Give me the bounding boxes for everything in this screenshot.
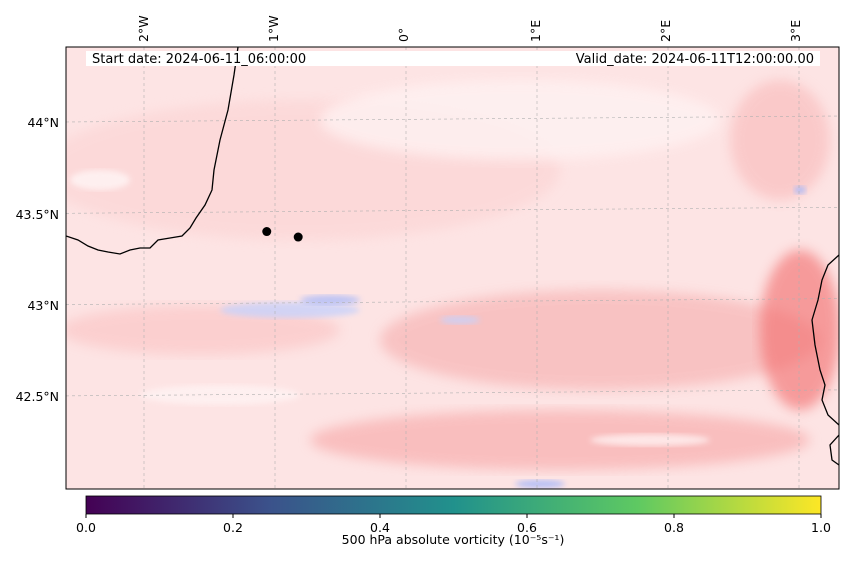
gridlines — [66, 47, 839, 489]
colorbar-tick-label: 1.0 — [811, 520, 831, 535]
parallel-line — [66, 207, 839, 214]
lon-label-2w: 2°W — [136, 15, 151, 42]
marker-layer — [262, 227, 303, 242]
map-frame — [65, 46, 840, 490]
lon-label-2e: 2°E — [658, 20, 673, 42]
lon-label-1e: 1°E — [528, 20, 543, 42]
location-marker — [262, 227, 272, 237]
coastline-mediterranean — [811, 254, 839, 466]
vorticity-field-texture — [66, 80, 839, 488]
map-panel — [66, 47, 839, 489]
colorbar-tick-label: 0.0 — [76, 520, 96, 535]
lat-label-44n: 44°N — [27, 115, 59, 130]
location-marker — [293, 232, 303, 242]
colorbar-tick-label: 0.4 — [370, 520, 390, 535]
coastline-bay-of-biscay — [66, 47, 239, 255]
lon-label-3e: 3°E — [788, 20, 803, 42]
lat-label-43-5n: 43.5°N — [16, 207, 59, 222]
colorbar-tick-label: 0.2 — [223, 520, 243, 535]
colorbar-ticks: 0.0 0.2 0.4 0.6 0.8 1.0 — [76, 514, 831, 535]
lat-label-42-5n: 42.5°N — [16, 389, 59, 404]
colorbar — [85, 495, 822, 515]
colorbar-tick-label: 0.8 — [664, 520, 684, 535]
colorbar-tick-label: 0.6 — [517, 520, 537, 535]
lon-label-1w: 1°W — [266, 15, 281, 42]
colorbar-label: 500 hPa absolute vorticity (10⁻⁵s⁻¹) — [342, 532, 565, 547]
lat-label-43n: 43°N — [27, 298, 59, 313]
lon-label-0: 0° — [396, 28, 411, 42]
parallel-line — [66, 115, 839, 123]
date-label-band — [86, 51, 820, 66]
parallel-line — [66, 298, 839, 305]
parallel-line — [66, 389, 839, 397]
start-date-label: Start date: 2024-06-11_06:00:00 — [92, 52, 306, 67]
valid-date-label: Valid_date: 2024-06-11T12:00:00.00 — [576, 52, 814, 67]
